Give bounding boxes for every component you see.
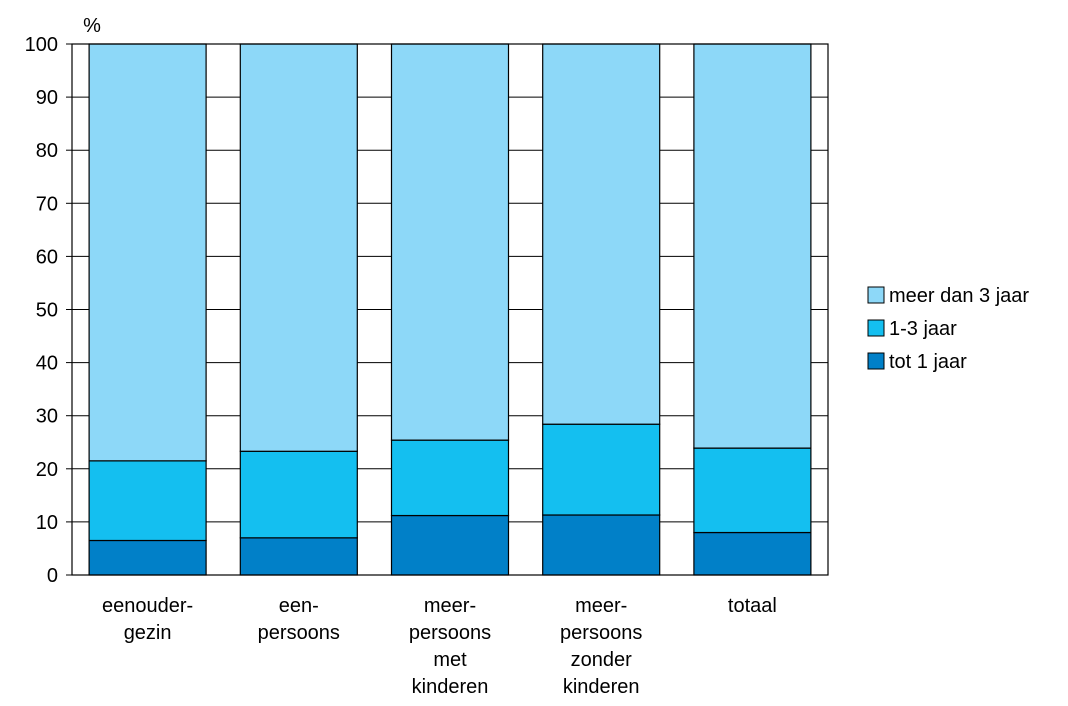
bar-segment-meer-dan-3-jaar [542,43,661,425]
y-tick-label: 60 [36,246,58,268]
bar-segment-meer-dan-3-jaar [88,43,207,462]
y-tick-label: 90 [36,87,58,109]
legend: meer dan 3 jaar 1-3 jaar tot 1 jaar [867,285,1029,373]
y-tick-label: 100 [25,34,58,56]
bar-segment-meer-dan-3-jaar [390,43,510,441]
x-category-label: meer-persoons met kinderen [409,595,491,698]
bar-segment-tot-1-jaar [693,531,812,576]
bars [88,43,812,576]
y-tick-label: 30 [36,406,58,428]
y-tick-label: 50 [36,300,58,322]
x-category-label: meer-persoons zonder kinderen [560,595,642,698]
x-category-label: totaal [728,595,777,617]
x-category-label: eenouder-gezin [102,595,193,644]
legend-label: 1-3 jaar [889,318,957,340]
y-axis-unit-label: % [83,15,101,37]
y-tick-label: 0 [47,565,58,587]
bar-segment-1-3-jaar [542,423,661,516]
bar-segment-1-3-jaar [390,439,510,517]
bar-segment-tot-1-jaar [88,539,207,576]
y-tick-label: 80 [36,140,58,162]
y-axis-ticks: 0 10 20 30 40 50 60 70 80 90 100 [25,34,72,587]
legend-swatch [867,352,885,370]
bar-segment-1-3-jaar [88,460,207,542]
x-axis-labels: eenouder-gezin een-persoons meer-persoons m… [102,595,777,698]
bar-segment-tot-1-jaar [390,514,510,576]
legend-label: meer dan 3 jaar [889,285,1029,307]
x-category-label: een-persoons [258,595,340,644]
y-tick-label: 70 [36,193,58,215]
legend-label: tot 1 jaar [889,351,967,373]
bar-segment-meer-dan-3-jaar [239,43,358,452]
y-tick-label: 40 [36,353,58,375]
bar-segment-meer-dan-3-jaar [693,43,812,449]
bar-segment-tot-1-jaar [239,537,358,576]
bar-segment-1-3-jaar [239,450,358,539]
y-tick-label: 10 [36,512,58,534]
y-tick-label: 20 [36,459,58,481]
bar-segment-1-3-jaar [693,447,812,534]
legend-swatch [867,286,885,304]
legend-swatch [867,319,885,337]
bar-segment-tot-1-jaar [542,514,661,576]
